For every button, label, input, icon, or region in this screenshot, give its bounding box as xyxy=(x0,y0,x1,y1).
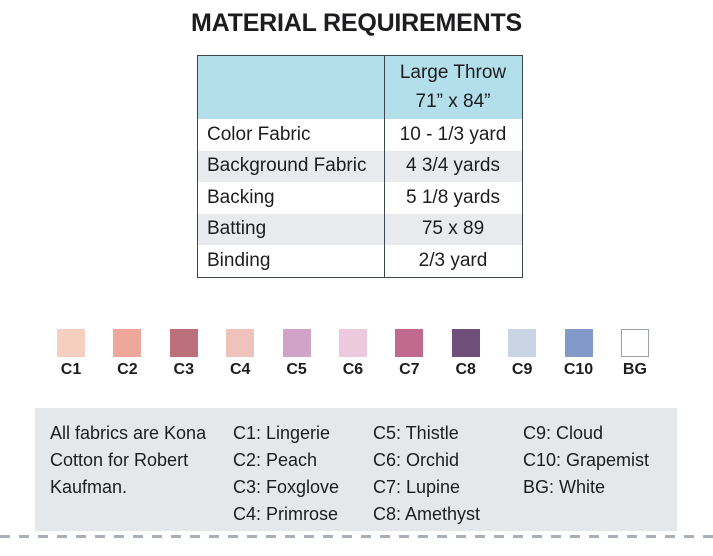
legend-item: C2: Peach xyxy=(233,450,318,470)
row-value: 10 - 1/3 yard xyxy=(384,119,521,151)
row-value: 5 1/8 yards xyxy=(384,182,521,214)
color-chip-c1 xyxy=(57,329,85,357)
swatch-c3: C3 xyxy=(169,329,198,379)
material-requirements-table: Large Throw 71” x 84” Color Fabric 10 - … xyxy=(197,55,523,278)
header-empty-cell xyxy=(198,56,384,119)
swatch-label: C6 xyxy=(342,361,364,378)
legend-column-2: C5: Thistle C6: Orchid C7: Lupine C8: Am… xyxy=(373,420,480,528)
color-chip-c4 xyxy=(226,329,255,357)
swatch-c10: C10 xyxy=(563,329,594,379)
swatch-label: C10 xyxy=(563,361,594,378)
legend-item: C6: Orchid xyxy=(373,450,460,470)
swatch-c6: C6 xyxy=(338,329,367,379)
row-label: Background Fabric xyxy=(207,155,367,177)
swatch-label: C2 xyxy=(117,361,138,378)
swatch-label: C4 xyxy=(229,361,251,378)
swatch-label: C5 xyxy=(286,361,307,378)
table-header-row: Large Throw 71” x 84” xyxy=(198,56,522,119)
row-label: Batting xyxy=(207,218,267,240)
table-row-batting: Batting 75 x 89 xyxy=(198,213,522,245)
swatch-c1: C1 xyxy=(57,329,85,379)
legend-item: C3: Foxglove xyxy=(233,477,340,497)
swatch-c7: C7 xyxy=(395,329,424,379)
size-name: Large Throw xyxy=(399,62,507,83)
swatch-c5: C5 xyxy=(282,329,311,379)
color-chip-c9 xyxy=(508,329,537,357)
legend-item: C1: Lingerie xyxy=(233,423,331,443)
swatch-label: C8 xyxy=(455,361,476,378)
page-title: MATERIAL REQUIREMENTS xyxy=(191,9,522,37)
swatch-c9: C9 xyxy=(508,329,537,379)
row-value: 4 3/4 yards xyxy=(384,150,521,182)
fabric-note: All fabrics are Kona Cotton for Robert K… xyxy=(50,423,207,497)
row-label: Binding xyxy=(207,249,271,271)
header-size-cell: Large Throw 71” x 84” xyxy=(384,56,521,119)
size-dimensions: 71” x 84” xyxy=(415,91,491,112)
legend-column-3: C9: Cloud C10: Grapemist BG: White xyxy=(523,420,649,501)
color-chip-c10 xyxy=(564,329,593,357)
legend-item: C8: Amethyst xyxy=(373,504,481,524)
color-chip-c8 xyxy=(451,329,480,357)
swatch-label: C7 xyxy=(399,361,420,378)
swatch-label: C9 xyxy=(511,361,533,378)
legend-item: C9: Cloud xyxy=(523,423,604,443)
legend-column-1: C1: Lingerie C2: Peach C3: Foxglove C4: … xyxy=(233,420,339,528)
legend-item: BG: White xyxy=(523,477,606,497)
fabric-swatches: C1 C2 C3 C4 C5 C6 C7 C8 xyxy=(57,329,649,379)
row-label: Color Fabric xyxy=(207,123,311,145)
color-chip-c7 xyxy=(395,329,424,357)
color-chip-c5 xyxy=(282,329,311,357)
swatch-label: C1 xyxy=(60,361,82,378)
table-row-backing: Backing 5 1/8 yards xyxy=(198,182,522,214)
dashed-trim-line xyxy=(0,535,713,538)
color-chip-c2 xyxy=(113,329,142,357)
legend-item: C10: Grapemist xyxy=(523,450,650,470)
color-chip-c6 xyxy=(338,329,367,357)
table-row-background-fabric: Background Fabric 4 3/4 yards xyxy=(198,150,522,182)
color-chip-bg xyxy=(620,329,649,357)
swatch-label: C3 xyxy=(173,361,194,378)
row-value: 75 x 89 xyxy=(384,213,521,245)
swatch-label: BG xyxy=(622,361,647,378)
swatch-c4: C4 xyxy=(226,329,255,379)
fabric-legend-box: All fabrics are Kona Cotton for Robert K… xyxy=(35,408,677,531)
swatch-c2: C2 xyxy=(113,329,142,379)
legend-item: C4: Primrose xyxy=(233,504,339,524)
color-chip-c3 xyxy=(169,329,198,357)
swatch-bg: BG xyxy=(620,329,649,379)
table-row-binding: Binding 2/3 yard xyxy=(198,245,522,277)
row-label: Backing xyxy=(207,186,275,208)
table-row-color-fabric: Color Fabric 10 - 1/3 yard xyxy=(198,119,522,151)
legend-item: C7: Lupine xyxy=(373,477,461,497)
legend-item: C5: Thistle xyxy=(373,423,459,443)
swatch-c8: C8 xyxy=(451,329,480,379)
row-value: 2/3 yard xyxy=(384,245,521,277)
